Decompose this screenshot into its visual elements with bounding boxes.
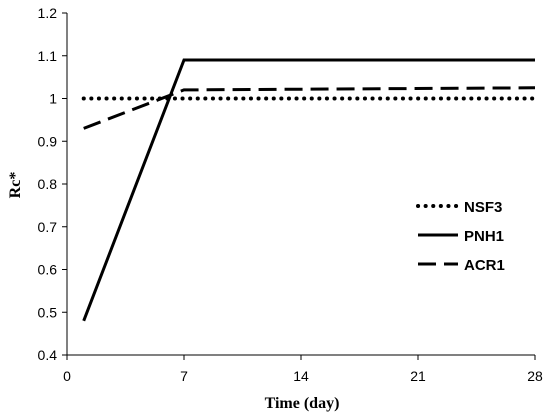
x-tick-label: 7 <box>180 368 188 384</box>
chart-series <box>81 58 537 322</box>
y-axis-title: Rc* <box>7 172 24 199</box>
y-tick-label: 1.2 <box>38 5 58 21</box>
legend-label-acr1: ACR1 <box>464 257 505 274</box>
y-tick-label: 0.9 <box>38 133 58 149</box>
y-axis-ticks: 0.4 0.5 0.6 0.7 0.8 0.9 1 1.1 1.2 <box>38 5 67 363</box>
series-line-acr1 <box>83 86 536 130</box>
y-tick-label: 0.6 <box>38 262 58 278</box>
x-tick-label: 14 <box>293 368 309 384</box>
x-axis-ticks: 0 7 14 21 28 <box>63 355 543 384</box>
x-tick-label: 21 <box>410 368 426 384</box>
legend-label-pnh1: PNH1 <box>464 228 504 245</box>
series-line-pnh1 <box>82 58 535 322</box>
x-axis-title: Time (day) <box>265 395 340 412</box>
y-tick-label: 0.4 <box>38 347 58 363</box>
y-tick-label: 0.5 <box>38 304 58 320</box>
x-tick-label: 28 <box>527 368 543 384</box>
chart-legend: NSF3 PNH1 ACR1 <box>416 199 505 274</box>
legend-label-nsf3: NSF3 <box>464 199 502 216</box>
y-tick-label: 0.7 <box>38 219 58 235</box>
y-tick-label: 1.1 <box>38 48 58 64</box>
x-tick-label: 0 <box>63 368 71 384</box>
y-tick-label: 1 <box>49 91 57 107</box>
y-tick-label: 0.8 <box>38 176 58 192</box>
